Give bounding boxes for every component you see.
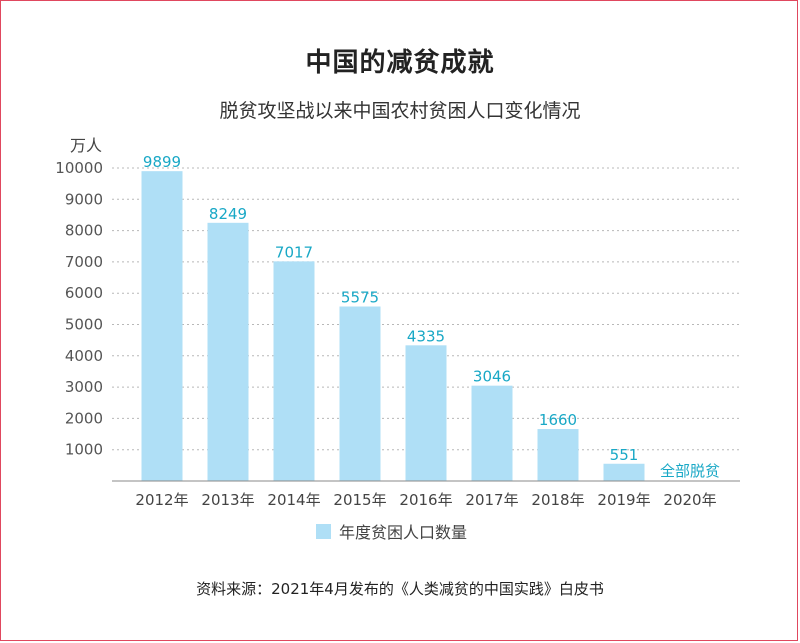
y-tick-label: 10000: [55, 159, 103, 177]
y-tick-label: 1000: [65, 441, 103, 459]
data-label: 4335: [407, 327, 445, 345]
legend-swatch: [316, 524, 331, 539]
bar: [603, 463, 645, 481]
data-label: 5575: [341, 289, 379, 307]
bar: [207, 222, 249, 481]
chart-subtitle: 脱贫攻坚战以来中国农村贫困人口变化情况: [219, 100, 581, 122]
y-tick-label: 9000: [65, 190, 103, 208]
data-label: 8249: [209, 205, 247, 223]
x-tick-label: 2015年: [333, 491, 386, 509]
data-label: 7017: [275, 243, 313, 261]
legend-label: 年度贫困人口数量: [339, 523, 467, 542]
x-tick-label: 2019年: [597, 491, 650, 509]
y-axis-unit: 万人: [70, 136, 102, 155]
bar: [339, 306, 381, 481]
data-label: 1660: [539, 411, 577, 429]
x-tick-label: 2014年: [267, 491, 320, 509]
data-label: 551: [610, 446, 639, 464]
data-label: 3046: [473, 368, 511, 386]
x-tick-label: 2016年: [399, 491, 452, 509]
bar: [141, 171, 183, 481]
bar: [405, 345, 447, 481]
bar: [471, 385, 513, 481]
y-tick-label: 6000: [65, 284, 103, 302]
x-tick-label: 2017年: [465, 491, 518, 509]
bars: [141, 171, 645, 481]
bar: [273, 261, 315, 481]
y-tick-label: 4000: [65, 347, 103, 365]
data-label: 9899: [143, 153, 181, 171]
x-tick-label: 2018年: [531, 491, 584, 509]
source-note: 资料来源：2021年4月发布的《人类减贫的中国实践》白皮书: [196, 580, 604, 598]
y-tick-label: 8000: [65, 222, 103, 240]
x-tick-label: 2020年: [663, 491, 716, 509]
x-tick-label: 2013年: [201, 491, 254, 509]
y-axis-ticks: 1000 2000 3000 4000 5000 6000 7000 8000 9000 1000…: [55, 159, 103, 459]
y-tick-label: 7000: [65, 253, 103, 271]
data-labels: 9899 8249 7017 5575 4335 3046 1660 551 全部脱贫: [143, 153, 720, 480]
bar: [537, 429, 579, 481]
y-tick-label: 3000: [65, 378, 103, 396]
y-tick-label: 2000: [65, 409, 103, 427]
y-tick-label: 5000: [65, 316, 103, 334]
x-axis-ticks: 2012年 2013年 2014年 2015年 2016年 2017年 2018年 2019年…: [135, 491, 716, 509]
legend: 年度贫困人口数量: [316, 523, 467, 542]
x-tick-label: 2012年: [135, 491, 188, 509]
chart-title: 中国的减贫成就: [305, 48, 495, 78]
data-label: 全部脱贫: [660, 462, 720, 480]
